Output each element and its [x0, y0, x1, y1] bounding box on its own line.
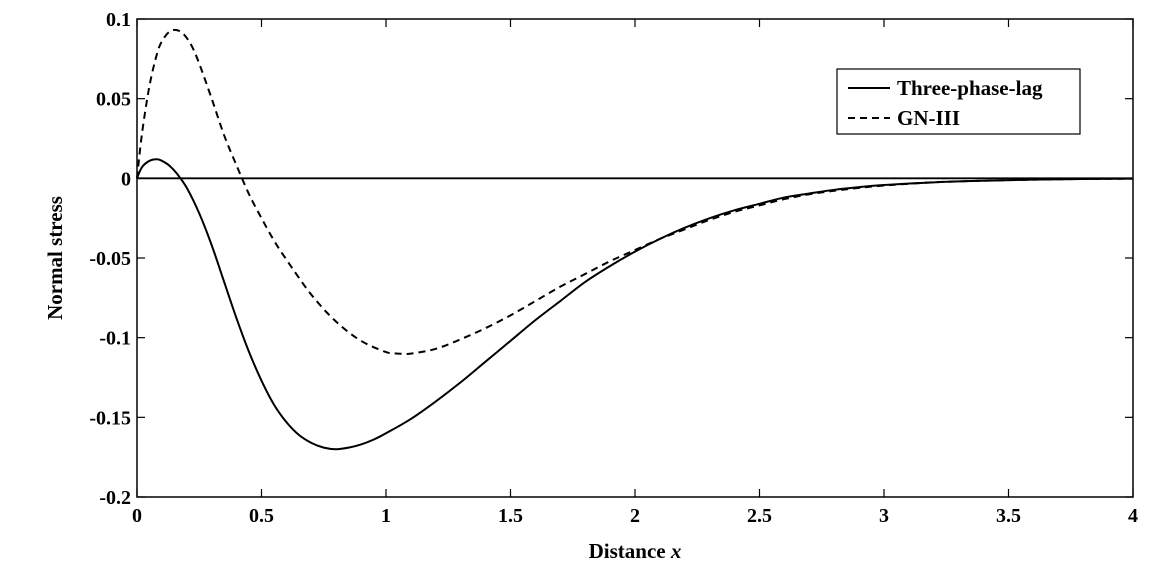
series-line-gn-iii	[136, 28, 1134, 356]
x-tick-label: 3	[879, 505, 889, 527]
x-axis-title: Distance x	[589, 539, 682, 563]
x-axis-title-variable: x	[670, 539, 682, 563]
x-tick-label: 0	[132, 505, 142, 527]
legend: Three-phase-lag GN-III	[836, 68, 1081, 135]
x-tick-label: 4	[1128, 505, 1138, 527]
y-axis-title: Normal stress	[43, 196, 67, 320]
x-tick-label: 2.5	[747, 505, 772, 527]
x-tick-label: 0.5	[249, 505, 274, 527]
y-tick-label: -0.15	[89, 407, 131, 429]
y-tick-label: -0.2	[99, 487, 131, 509]
x-tick-label: 3.5	[996, 505, 1021, 527]
x-tick-label: 1	[381, 505, 391, 527]
x-tick-label: 1.5	[498, 505, 523, 527]
y-tick-label: 0.1	[106, 9, 131, 31]
x-tick-label: 2	[630, 505, 640, 527]
legend-box	[836, 68, 1081, 135]
y-tick-label: -0.1	[99, 328, 131, 350]
legend-label-gn-iii: GN-III	[897, 106, 960, 130]
x-axis-title-text: Distance	[589, 539, 666, 563]
y-tick-label: 0	[121, 168, 131, 190]
y-tick-label: 0.05	[96, 89, 131, 111]
legend-label-three-phase-lag: Three-phase-lag	[897, 76, 1043, 100]
y-tick-label: -0.05	[89, 248, 131, 270]
